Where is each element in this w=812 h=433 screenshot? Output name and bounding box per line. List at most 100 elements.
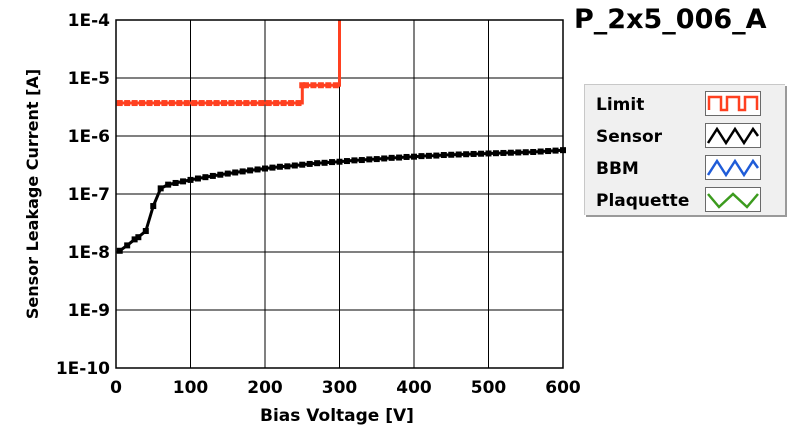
data-point-sensor (470, 150, 477, 157)
x-tick-label: 500 (471, 378, 507, 398)
data-point-limit (273, 100, 280, 107)
data-point-limit (139, 100, 146, 107)
data-point-limit (243, 100, 250, 107)
data-point-sensor (366, 156, 373, 163)
data-point-sensor (455, 151, 462, 158)
y-axis-label: Sensor Leakage Current [A] (23, 69, 42, 319)
data-point-sensor (262, 165, 268, 172)
data-point-sensor (343, 158, 350, 165)
data-point-limit (288, 100, 295, 107)
data-point-sensor (187, 176, 194, 183)
data-point-limit (124, 100, 131, 107)
legend-swatch-plaquette[interactable] (705, 187, 761, 212)
data-point-sensor (515, 149, 522, 156)
data-point-sensor (336, 158, 343, 165)
data-point-limit (221, 100, 228, 107)
data-point-sensor (358, 157, 365, 164)
data-point-sensor (492, 150, 499, 157)
legend-item-limit[interactable]: Limit (585, 89, 785, 119)
data-point-sensor (522, 149, 529, 156)
data-point-sensor (172, 179, 179, 186)
data-point-sensor (552, 147, 559, 154)
plot-frame (115, 19, 564, 369)
data-point-limit (265, 100, 272, 107)
data-point-sensor (124, 242, 131, 249)
legend-label: Plaquette (596, 191, 690, 211)
data-point-sensor (247, 167, 254, 174)
data-point-sensor (321, 159, 328, 166)
legend-item-bbm[interactable]: BBM (585, 153, 785, 183)
data-point-limit (325, 82, 332, 89)
data-point-limit (228, 100, 235, 107)
data-point-sensor (209, 172, 216, 179)
legend: Limit Sensor BBM Plaquette (584, 84, 785, 215)
data-point-sensor (142, 228, 149, 235)
data-point-limit (317, 82, 324, 89)
data-point-sensor (131, 236, 138, 243)
data-point-limit (280, 100, 287, 107)
data-point-limit (213, 100, 220, 107)
data-point-sensor (180, 178, 187, 185)
data-point-sensor (314, 160, 321, 167)
data-point-limit (295, 100, 302, 107)
data-point-limit (299, 82, 306, 89)
data-point-sensor (440, 152, 447, 159)
legend-swatch-limit[interactable] (705, 91, 761, 116)
x-tick-label: 300 (322, 378, 358, 398)
legend-label: Sensor (596, 127, 663, 147)
data-point-sensor (478, 150, 485, 157)
data-point-sensor (284, 163, 291, 170)
data-point-sensor (291, 162, 298, 169)
data-point-limit (161, 100, 168, 107)
data-point-sensor (202, 174, 209, 181)
data-point-sensor (411, 153, 417, 160)
data-point-sensor (500, 149, 507, 156)
data-point-limit (198, 100, 205, 107)
x-tick-label: 600 (545, 378, 581, 398)
data-point-sensor (537, 148, 544, 155)
data-point-sensor (381, 155, 388, 162)
chart-title: P_2x5_006_A (574, 4, 767, 35)
data-point-limit (153, 100, 160, 107)
data-point-sensor (135, 234, 142, 241)
legend-swatch-sensor[interactable] (705, 123, 761, 148)
data-point-sensor (507, 149, 514, 156)
x-axis-label: Bias Voltage [V] (260, 406, 414, 426)
data-point-sensor (373, 156, 380, 163)
data-point-sensor (150, 203, 157, 210)
x-tick-label: 0 (110, 378, 122, 398)
data-point-limit (183, 100, 190, 107)
data-point-sensor (217, 171, 224, 178)
data-point-sensor (276, 163, 283, 170)
data-point-sensor (448, 151, 455, 158)
data-point-sensor (425, 152, 432, 159)
data-point-sensor (433, 152, 440, 159)
data-point-sensor (530, 148, 537, 155)
data-point-sensor (116, 247, 123, 254)
data-point-sensor (299, 161, 306, 168)
data-point-sensor (224, 170, 231, 177)
legend-line-sensor (706, 126, 760, 146)
data-point-sensor (239, 168, 246, 175)
legend-item-sensor[interactable]: Sensor (585, 121, 785, 151)
y-tick-label: 1E-7 (68, 185, 110, 205)
data-point-sensor (254, 166, 261, 173)
data-point-sensor (396, 154, 403, 161)
data-point-limit (258, 100, 265, 107)
data-point-limit (332, 82, 339, 89)
y-tick-label: 1E-9 (68, 301, 110, 321)
series-layer (116, 20, 566, 254)
y-tick-label: 1E-5 (68, 69, 110, 89)
data-point-limit (168, 100, 175, 107)
data-point-limit (191, 100, 198, 107)
data-point-limit (146, 100, 153, 107)
legend-item-plaquette[interactable]: Plaquette (585, 185, 785, 215)
legend-swatch-bbm[interactable] (705, 155, 761, 180)
data-point-sensor (306, 160, 313, 167)
legend-label: BBM (596, 159, 639, 179)
data-point-sensor (351, 157, 358, 164)
data-point-sensor (418, 153, 425, 160)
data-point-sensor (463, 151, 470, 158)
